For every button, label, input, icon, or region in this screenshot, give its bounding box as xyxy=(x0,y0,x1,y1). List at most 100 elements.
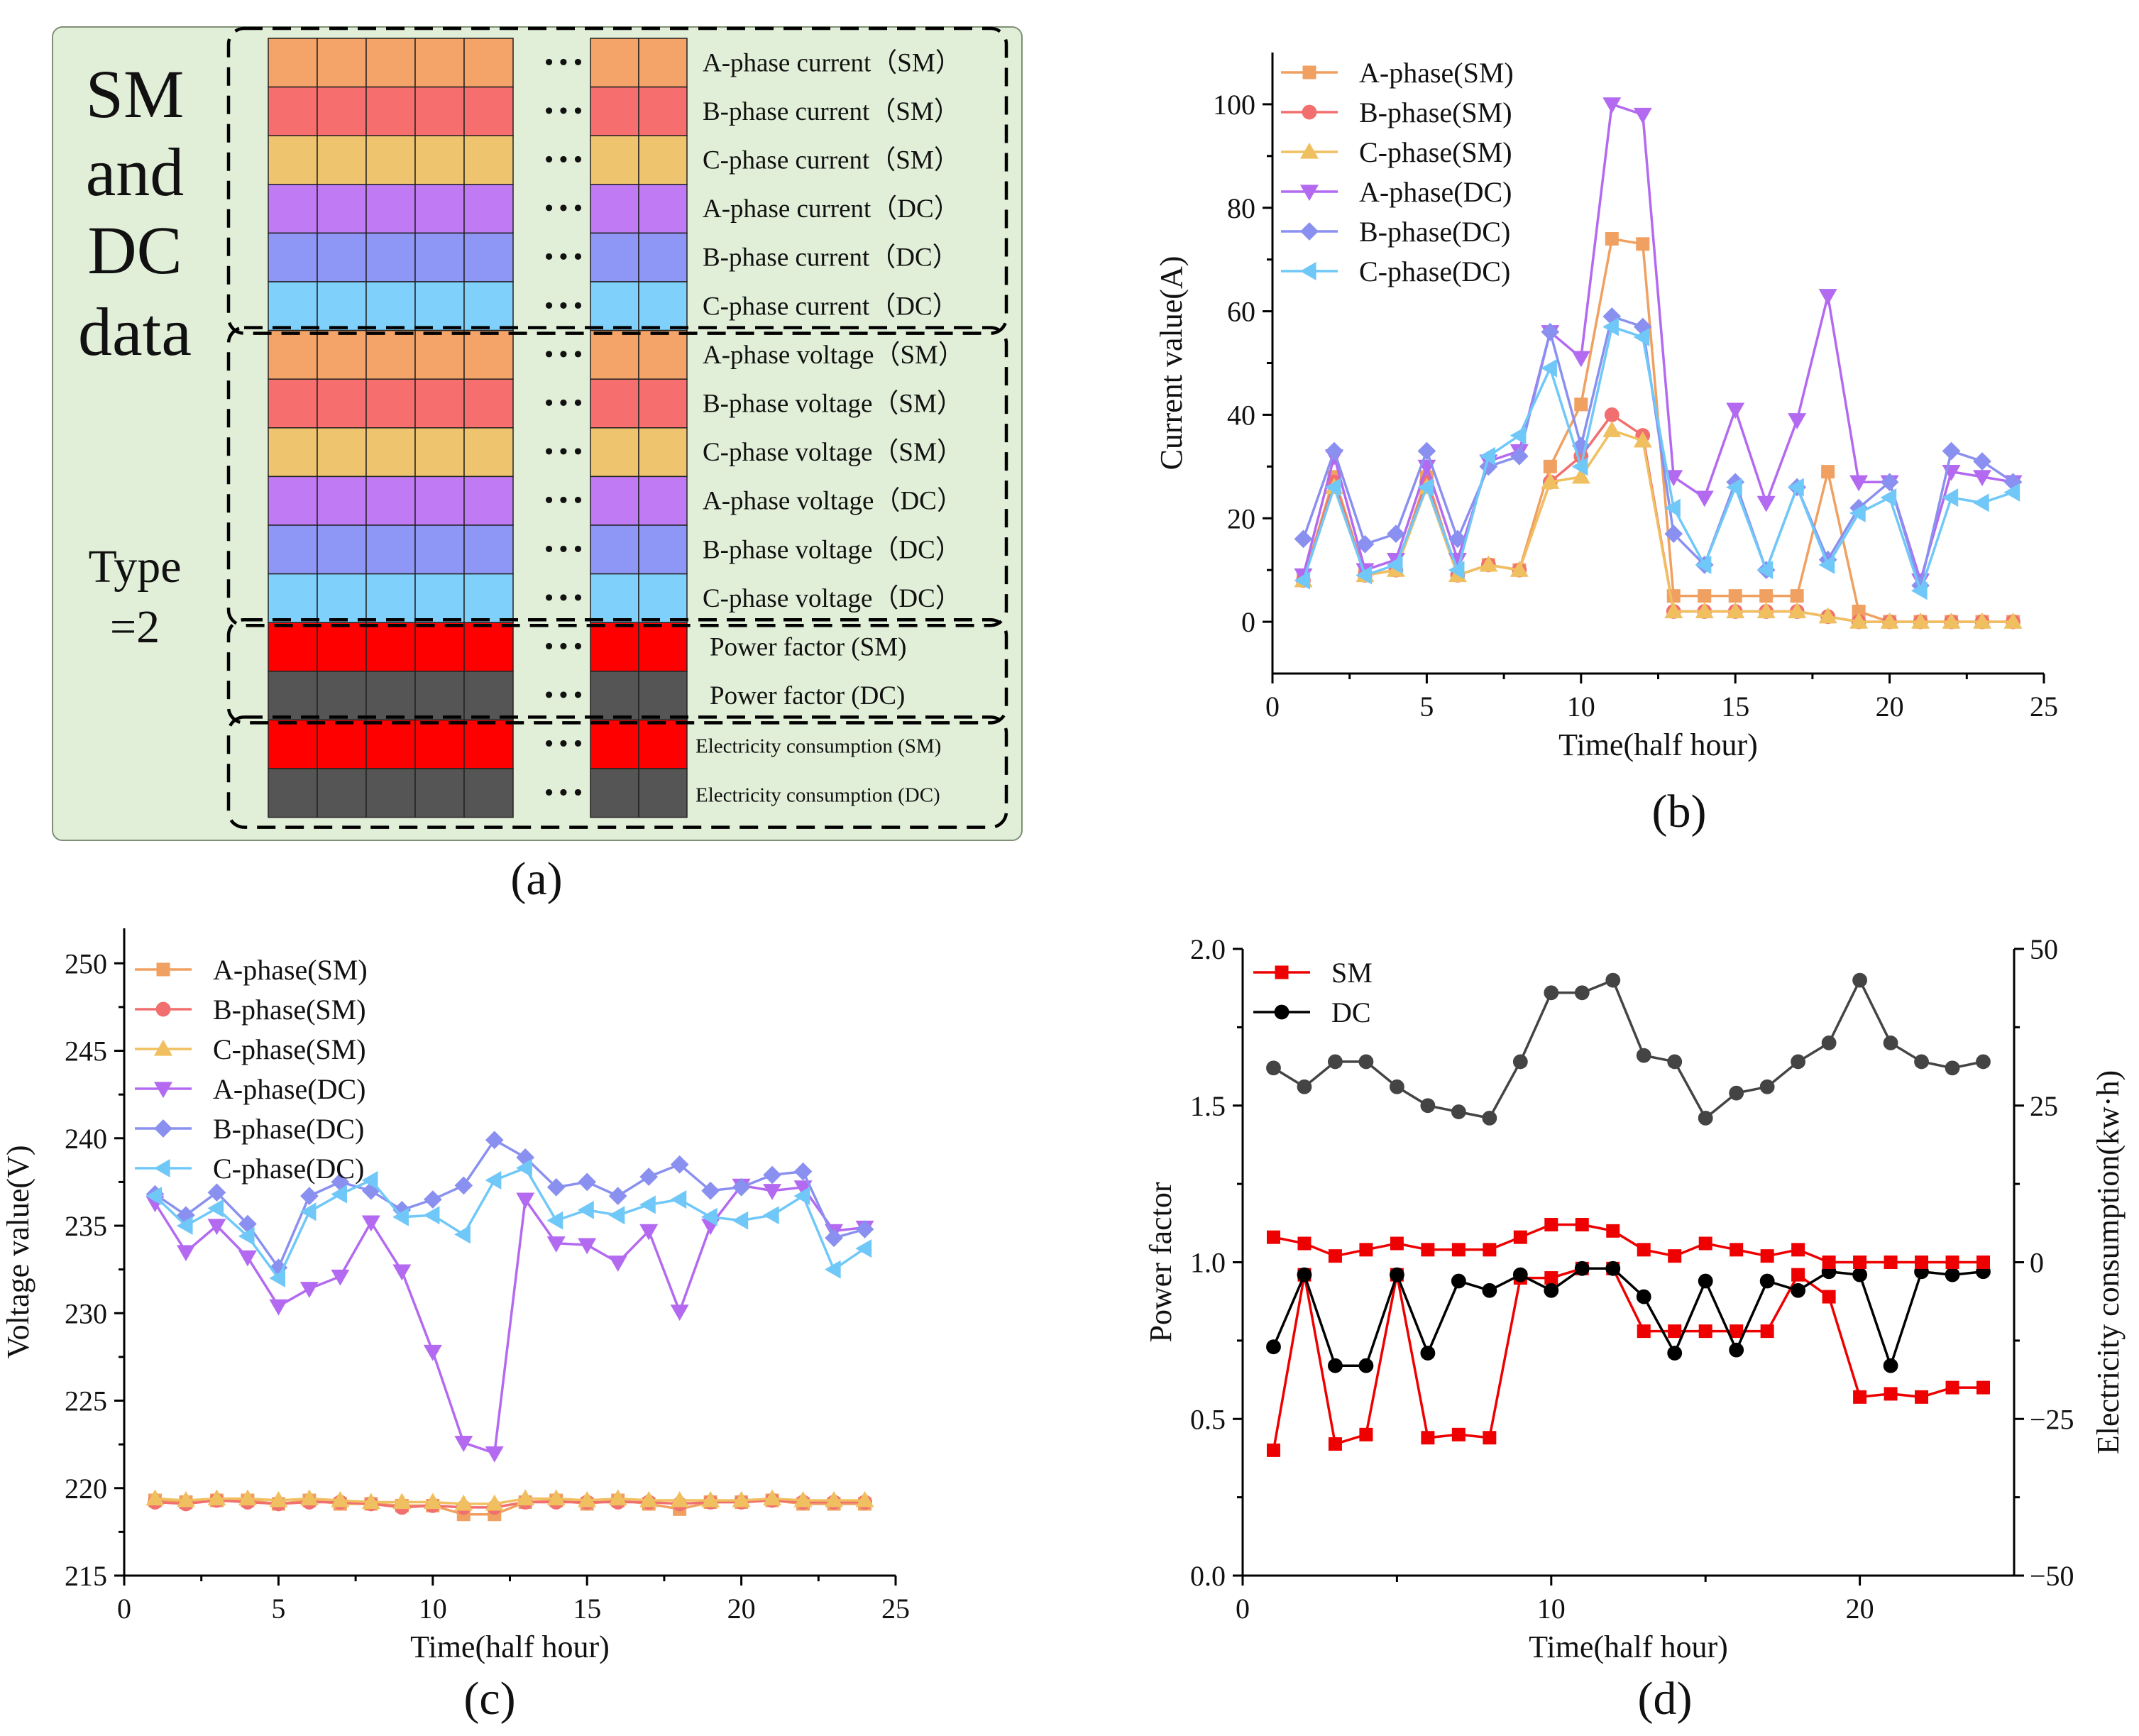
data-cell xyxy=(463,281,514,331)
legend-label-c-phase-sm: C-phase(SM) xyxy=(1359,136,1512,168)
caption-b: (b) xyxy=(1652,786,1707,837)
ellipsis: • • • xyxy=(545,341,583,368)
data-point-c-phase-sm-6 xyxy=(299,1489,319,1506)
caption-a: (a) xyxy=(510,853,562,905)
data-point-sm-1 xyxy=(1266,1443,1280,1457)
data-point-b-phase-dc-20 xyxy=(1880,473,1899,492)
data-point-b-phase-dc-14 xyxy=(546,1177,566,1197)
data-cell xyxy=(414,476,465,526)
data-cell xyxy=(268,719,318,769)
data-point-c-phase-sm-5 xyxy=(269,1490,288,1507)
data-point-c-phase-sm-9 xyxy=(392,1493,412,1510)
data-cell xyxy=(590,719,639,769)
data-point-sm-consumption-14 xyxy=(1668,1249,1682,1263)
data-cell xyxy=(638,281,688,331)
data-point-c-phase-dc-1 xyxy=(1294,571,1311,590)
legend-label-c-phase-sm: C-phase(SM) xyxy=(213,1033,366,1065)
legend-label-a-phase-dc: A-phase(DC) xyxy=(1359,176,1512,208)
data-cell xyxy=(590,573,639,623)
x-axis-label: Time(half hour) xyxy=(410,1630,610,1664)
legend-label-b-phase-sm: B-phase(SM) xyxy=(1359,97,1512,128)
data-cell xyxy=(590,378,639,429)
data-point-c-phase-dc-21 xyxy=(762,1206,779,1225)
data-point-sm-15 xyxy=(1698,1324,1712,1339)
series-c-phase-dc xyxy=(145,1158,872,1287)
group-frame-2 xyxy=(226,326,1008,627)
data-cell xyxy=(414,86,465,136)
series-dc-consumption xyxy=(1266,972,1991,1126)
data-point-dc-consumption-9 xyxy=(1512,1054,1528,1070)
data-point-b-phase-dc-24 xyxy=(855,1220,874,1238)
data-point-sm-20 xyxy=(1853,1390,1867,1404)
data-cell xyxy=(414,232,465,282)
ellipsis: • • • xyxy=(545,585,583,611)
data-point-sm-consumption-18 xyxy=(1791,1243,1805,1257)
data-point-c-phase-sm-24 xyxy=(2003,612,2023,629)
y-tick-label: 0.5 xyxy=(1190,1403,1226,1435)
row-label: Power factor (DC) xyxy=(710,681,905,710)
data-point-b-phase-dc-22 xyxy=(793,1162,813,1181)
data-cell xyxy=(365,281,416,331)
data-point-c-phase-dc-15 xyxy=(1726,478,1742,497)
data-point-a-phase-dc-12 xyxy=(485,1446,504,1463)
x-tick-label: 10 xyxy=(1567,691,1595,723)
data-point-c-phase-dc-17 xyxy=(1788,478,1804,497)
data-cell xyxy=(365,232,416,282)
y-tick-label: 230 xyxy=(65,1297,107,1329)
data-row-b-phase-voltage-dc: • • • B-phase voltage（DC） xyxy=(268,524,962,575)
data-point-c-phase-dc-7 xyxy=(1479,446,1495,466)
data-point-c-phase-dc-7 xyxy=(331,1185,347,1204)
data-point-dc-8 xyxy=(1482,1282,1497,1298)
data-point-b-phase-dc-13 xyxy=(1664,524,1683,543)
data-point-c-phase-dc-13 xyxy=(516,1158,532,1177)
data-point-a-phase-dc-15 xyxy=(578,1238,597,1255)
data-cell xyxy=(590,427,639,478)
x-tick-label: 5 xyxy=(1419,691,1434,723)
data-cell xyxy=(414,719,465,769)
data-cell xyxy=(365,573,416,623)
data-point-b-phase-dc-4 xyxy=(1387,524,1405,543)
data-point-dc-16 xyxy=(1729,1342,1744,1358)
data-cell xyxy=(638,329,688,380)
data-point-dc-consumption-12 xyxy=(1605,972,1621,988)
data-point-dc-consumption-14 xyxy=(1667,1054,1683,1070)
group-frame-1 xyxy=(226,26,1008,335)
data-point-a-phase-dc-5 xyxy=(269,1299,288,1316)
data-point-sm-consumption-9 xyxy=(1513,1230,1527,1244)
data-row-electricity-consumption-dc: • • • Electricity consumption (DC) xyxy=(268,768,940,818)
data-point-dc-23 xyxy=(1945,1267,1960,1282)
data-point-sm-consumption-16 xyxy=(1730,1243,1744,1257)
data-point-a-phase-dc-19 xyxy=(1849,475,1869,492)
y-tick-label: 235 xyxy=(65,1210,107,1242)
x-tick-label: 0 xyxy=(1265,691,1280,723)
y-right-tick-label: 50 xyxy=(2030,933,2058,965)
data-point-c-phase-dc-14 xyxy=(546,1211,563,1230)
data-point-c-phase-dc-16 xyxy=(1756,561,1774,580)
data-point-c-phase-dc-19 xyxy=(700,1207,717,1226)
data-point-dc-10 xyxy=(1544,1282,1559,1298)
data-cell xyxy=(268,86,318,136)
data-point-b-phase-dc-20 xyxy=(732,1177,751,1197)
data-point-sm-consumption-22 xyxy=(1915,1256,1929,1269)
legend-label-dc: DC xyxy=(1331,996,1371,1028)
data-point-c-phase-dc-9 xyxy=(392,1207,409,1226)
data-cell xyxy=(414,524,465,575)
y-tick-label: 1.0 xyxy=(1190,1247,1226,1279)
row-label: A-phase voltage（DC） xyxy=(703,487,963,516)
data-point-b-phase-dc-3 xyxy=(207,1183,226,1202)
data-cell xyxy=(268,476,318,526)
data-point-c-phase-sm-22 xyxy=(1942,612,1961,629)
data-point-c-phase-sm-18 xyxy=(670,1490,689,1507)
data-point-c-phase-sm-20 xyxy=(732,1490,751,1507)
data-point-c-phase-dc-15 xyxy=(578,1200,594,1219)
legend-marker-c-phase-sm xyxy=(1299,142,1319,159)
data-point-c-phase-dc-18 xyxy=(1818,555,1835,574)
data-cell xyxy=(463,86,514,136)
data-cell xyxy=(590,768,639,818)
data-point-dc-consumption-5 xyxy=(1390,1079,1404,1094)
data-cell xyxy=(317,378,367,429)
data-cell xyxy=(365,719,416,769)
y-tick-label: 245 xyxy=(65,1035,107,1067)
row-label: A-phase current（SM） xyxy=(703,48,962,77)
data-point-c-phase-sm-1 xyxy=(145,1489,165,1506)
